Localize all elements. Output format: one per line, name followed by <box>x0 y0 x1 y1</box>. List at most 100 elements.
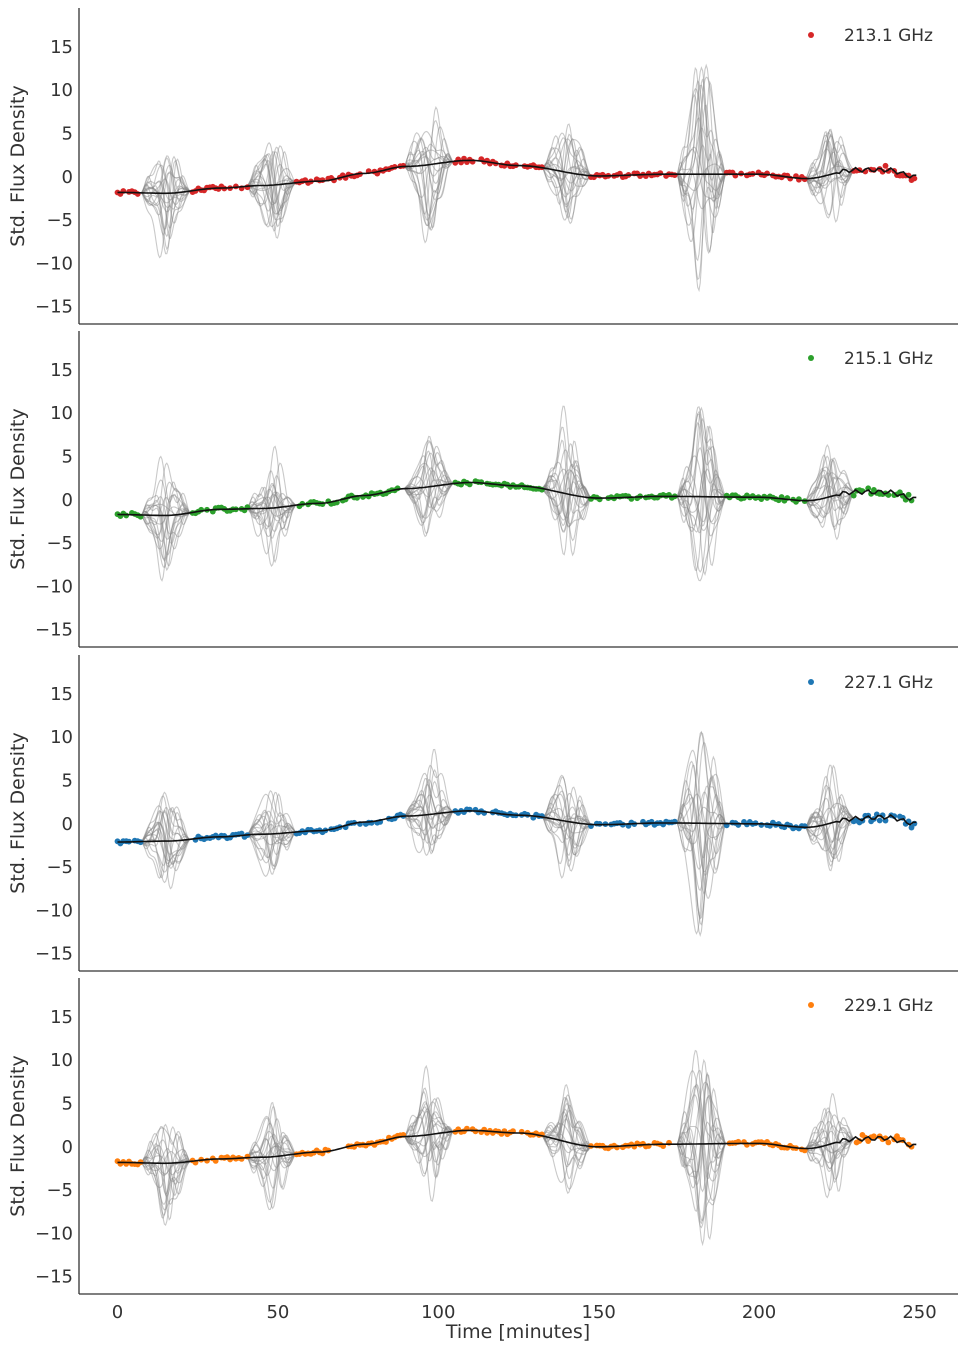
y-tick-label: 10 <box>50 80 73 101</box>
sample-curve-gap4-11 <box>542 1133 591 1151</box>
sample-curve-gap4-5 <box>542 815 591 826</box>
sample-curve-gap1-7 <box>141 1127 190 1164</box>
sample-curve-gap4-7 <box>542 472 592 525</box>
sample-curve-gap1-20 <box>141 810 190 867</box>
sample-curve-gap4-18 <box>542 166 592 221</box>
sample-curve-gap3-17 <box>404 1098 454 1164</box>
sample-curve-gap6-4 <box>805 793 855 872</box>
sample-curve-gap5-8 <box>677 153 726 281</box>
sample-curve-gap3-20 <box>404 780 454 832</box>
sample-curve-gap6-16 <box>805 764 855 837</box>
sample-curve-gap1-9 <box>141 502 191 569</box>
sample-curve-gap1-1 <box>141 183 191 255</box>
sample-curve-gap1-16 <box>141 1126 191 1189</box>
sample-curve-gap2-9 <box>246 1131 296 1203</box>
sample-curve-gap6-20 <box>805 469 855 541</box>
sample-curve-gap5-5 <box>677 1085 726 1182</box>
sample-curve-gap1-4 <box>141 506 190 525</box>
sample-curve-gap5-7 <box>676 755 726 926</box>
sample-curve-gap5-19 <box>676 1096 726 1189</box>
sample-curve-gap6-16 <box>805 1120 855 1181</box>
y-tick-label: −15 <box>35 620 73 641</box>
sample-curve-gap3-9 <box>404 1097 454 1178</box>
sample-curve-gap4-2 <box>542 123 592 181</box>
sample-curve-gap2-16 <box>246 170 296 215</box>
sample-curve-gap3-6 <box>404 157 454 221</box>
sample-curve-gap3-10 <box>404 106 453 215</box>
x-tick-label: 250 <box>902 1302 936 1323</box>
sample-curve-gap4-10 <box>542 790 591 856</box>
y-tick-label: 15 <box>50 1007 73 1028</box>
sample-curve-gap1-7 <box>141 499 191 540</box>
sample-curve-gap6-19 <box>805 457 854 529</box>
sample-curve-gap3-16 <box>404 474 453 510</box>
sample-curve-gap6-8 <box>805 466 855 506</box>
sample-curve-gap4-9 <box>542 461 592 542</box>
data-point-139 <box>882 162 889 169</box>
sample-curve-gap3-4 <box>404 1108 453 1151</box>
sample-curve-gap3-11 <box>404 469 454 518</box>
sample-curve-gap6-11 <box>805 815 855 863</box>
sample-curve-gap6-12 <box>805 1128 854 1164</box>
sample-curve-gap1-3 <box>141 492 191 582</box>
sample-curve-gap6-15 <box>805 811 854 856</box>
sample-curve-gap3-18 <box>404 804 454 855</box>
sample-curve-gap1-13 <box>141 795 190 872</box>
sample-curve-gap3-5 <box>404 805 453 828</box>
sample-curve-gap4-10 <box>542 1134 591 1154</box>
data-point-148 <box>911 175 918 182</box>
mean-trend-line <box>117 1129 917 1165</box>
sample-curve-gap6-4 <box>805 469 855 524</box>
sample-curve-gap1-1 <box>141 497 191 519</box>
sample-curve-gap2-10 <box>246 1133 296 1180</box>
sample-curve-gap1-19 <box>141 809 190 890</box>
sample-curve-gap2-10 <box>246 791 296 861</box>
x-tick-label: 150 <box>582 1302 616 1323</box>
y-tick-label: −5 <box>46 533 73 554</box>
sample-curve-gap2-6 <box>246 486 296 539</box>
sample-curve-gap1-16 <box>141 504 191 556</box>
sample-curve-gap5-16 <box>676 764 726 871</box>
sample-curve-gap5-5 <box>676 76 726 226</box>
sample-curve-gap5-3 <box>676 104 726 210</box>
sample-curve-gap5-8 <box>677 1121 726 1186</box>
sample-curve-gap3-11 <box>404 783 454 819</box>
panel-3: −15 −10 −5 0 5 10 15 Std. Flux Density 227.1 GHz <box>7 655 958 972</box>
sample-curve-gap1-17 <box>141 1160 191 1211</box>
sample-curve-gap5-20 <box>677 791 726 841</box>
sample-curve-gap4-19 <box>542 1121 592 1190</box>
sample-curve-gap2-17 <box>246 141 296 224</box>
sample-curve-gap1-8 <box>141 164 191 206</box>
sample-curve-gap3-2 <box>404 159 453 216</box>
sample-curve-gap4-8 <box>542 469 591 507</box>
panel-2: −15 −10 −5 0 5 10 15 Std. Flux Density 215.1 GHz <box>7 331 958 648</box>
y-tick-label: 15 <box>50 37 73 58</box>
sample-curve-gap6-3 <box>805 165 854 182</box>
y-tick-label: −10 <box>35 900 73 921</box>
posterior-samples <box>141 730 855 938</box>
sample-curve-gap6-5 <box>805 1110 855 1154</box>
sample-curve-gap2-1 <box>247 175 296 204</box>
data-point-138 <box>850 492 857 499</box>
sample-curve-gap5-4 <box>677 787 726 895</box>
legend-label: 229.1 GHz <box>844 996 933 1016</box>
legend-label: 215.1 GHz <box>844 349 933 369</box>
sample-curve-gap2-18 <box>247 825 296 840</box>
sample-curve-gap4-14 <box>542 794 592 872</box>
sample-curve-gap4-13 <box>542 1104 592 1154</box>
sample-curve-gap6-9 <box>805 476 855 505</box>
sample-curve-gap6-13 <box>805 152 855 216</box>
sample-curve-gap6-5 <box>805 458 854 519</box>
sample-curve-gap2-15 <box>247 484 296 524</box>
sample-curve-gap6-8 <box>805 807 854 843</box>
sample-curve-gap6-7 <box>805 128 854 206</box>
sample-curve-gap6-3 <box>805 477 854 519</box>
sample-curve-gap6-12 <box>805 472 854 506</box>
sample-curve-gap1-10 <box>141 823 191 865</box>
sample-curve-gap1-1 <box>141 1133 190 1205</box>
sample-curve-gap6-9 <box>805 140 855 180</box>
sample-curve-gap5-6 <box>676 63 726 243</box>
sample-curve-gap5-12 <box>677 79 726 182</box>
sample-curve-gap4-20 <box>542 426 592 521</box>
y-tick-label: 15 <box>50 360 73 381</box>
